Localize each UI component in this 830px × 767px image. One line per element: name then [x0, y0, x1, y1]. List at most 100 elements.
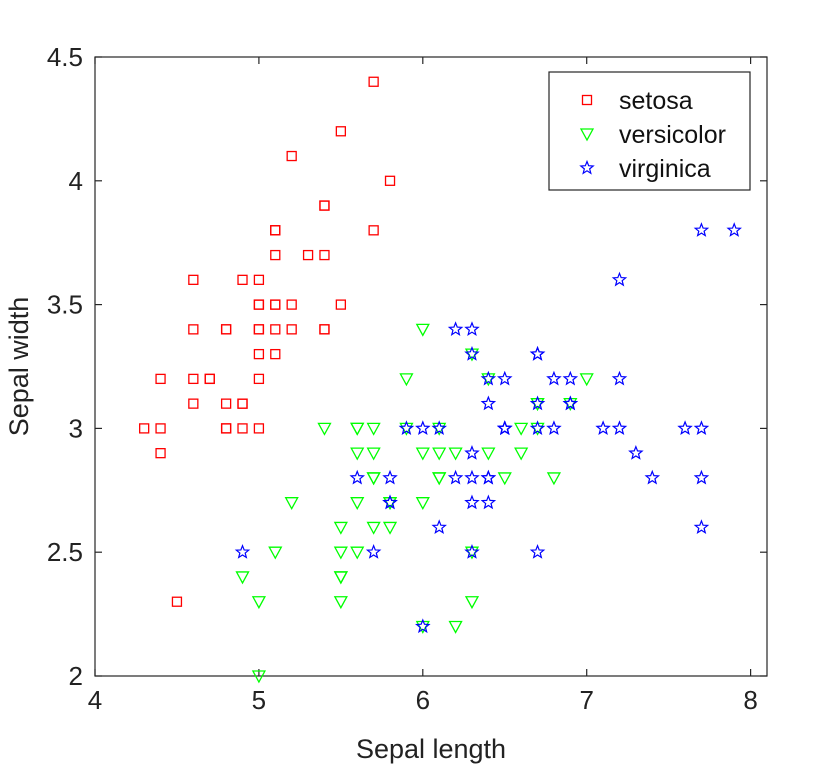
virginica-point [496, 370, 513, 386]
y-tick-label: 4.5 [47, 42, 83, 72]
legend-item-versicolor: versicolor [579, 121, 726, 149]
legend-label: versicolor [619, 121, 726, 149]
virginica-point [529, 420, 546, 436]
versicolor-point [366, 472, 381, 486]
setosa-point [155, 423, 166, 434]
versicolor-point [333, 596, 348, 610]
setosa-point [270, 225, 281, 236]
setosa-point [319, 249, 330, 261]
virginica-point [480, 469, 497, 485]
data-points [139, 76, 742, 684]
setosa-point [270, 348, 281, 360]
virginica-point [611, 370, 628, 386]
virginica-point [480, 494, 497, 510]
versicolor-point [432, 447, 447, 461]
virginica-point [496, 420, 513, 436]
virginica-point [546, 420, 562, 436]
y-tick-label: 2 [69, 661, 83, 691]
versicolor-point [497, 472, 512, 486]
versicolor-point [481, 447, 496, 461]
x-tick-label: 8 [743, 685, 757, 715]
x-tick-label: 4 [88, 685, 102, 715]
legend-marker-virginica [579, 159, 595, 175]
setosa-point [171, 596, 183, 607]
versicolor-point [350, 546, 365, 560]
virginica-point [447, 469, 464, 485]
setosa-point [384, 175, 396, 186]
virginica-point [529, 345, 546, 361]
legend-marker-versicolor [579, 128, 595, 142]
virginica-point [234, 544, 251, 559]
setosa-point [270, 299, 281, 310]
setosa-point [302, 249, 314, 261]
versicolor-point [514, 422, 529, 436]
legend: setosa versicolor virginica [548, 71, 751, 191]
versicolor-point [333, 546, 348, 560]
setosa-point [155, 448, 166, 459]
setosa-point [286, 324, 297, 335]
setosa-point [253, 423, 265, 434]
x-tick-label: 6 [416, 685, 430, 715]
legend-marker-setosa [581, 94, 593, 106]
virginica-point [415, 420, 431, 436]
versicolor-point [366, 422, 381, 436]
virginica-point [644, 469, 661, 485]
legend-item-virginica: virginica [579, 155, 711, 183]
setosa-point [220, 423, 232, 434]
virginica-point [726, 222, 742, 237]
virginica-point [480, 395, 497, 411]
setosa-point [220, 398, 232, 409]
setosa-point [253, 348, 265, 360]
setosa-point [188, 324, 199, 335]
versicolor-point [366, 521, 381, 535]
versicolor-point [284, 497, 299, 511]
setosa-point [204, 373, 215, 385]
setosa-point [237, 274, 248, 285]
setosa-point [220, 324, 232, 335]
versicolor-point [251, 670, 266, 684]
setosa-point [335, 126, 347, 137]
setosa-point [139, 423, 150, 434]
virginica-point [464, 445, 480, 460]
virginica-point [415, 618, 431, 634]
virginica-point [529, 544, 546, 559]
virginica-point [628, 445, 644, 460]
setosa-point [368, 76, 379, 87]
versicolor-point [448, 447, 463, 461]
virginica-point [464, 345, 480, 361]
versicolor-point [366, 447, 381, 461]
versicolor-point [350, 447, 365, 461]
versicolor-point [251, 596, 266, 610]
setosa-point [286, 299, 297, 310]
versicolor-point [235, 571, 250, 585]
virginica-point [693, 420, 710, 436]
setosa-point [270, 324, 281, 335]
virginica-point [693, 469, 710, 485]
legend-label: virginica [619, 155, 711, 183]
versicolor-point [415, 323, 430, 337]
virginica-point [464, 494, 480, 510]
versicolor-point [464, 596, 480, 610]
virginica-point [693, 519, 710, 535]
series-virginica [234, 222, 742, 634]
versicolor-point [546, 472, 562, 486]
x-tick-label: 7 [579, 685, 593, 715]
setosa-point [253, 324, 265, 335]
versicolor-point [333, 571, 348, 585]
x-tick-label: 5 [252, 685, 266, 715]
axis-tick-labels: 4 5 6 7 8 2 2.5 3 3.5 4 4.5 [47, 42, 758, 715]
setosa-point [319, 200, 330, 211]
virginica-point [562, 370, 579, 386]
y-tick-label: 4 [69, 166, 83, 196]
setosa-point [286, 150, 297, 162]
setosa-point [237, 423, 248, 434]
virginica-point [611, 420, 628, 436]
versicolor-point [432, 472, 447, 486]
virginica-point [480, 370, 497, 386]
virginica-point [382, 494, 398, 510]
y-tick-label: 3.5 [47, 290, 83, 320]
virginica-point [431, 519, 447, 535]
versicolor-point [514, 447, 529, 461]
virginica-point [382, 469, 398, 485]
virginica-point [398, 420, 415, 436]
